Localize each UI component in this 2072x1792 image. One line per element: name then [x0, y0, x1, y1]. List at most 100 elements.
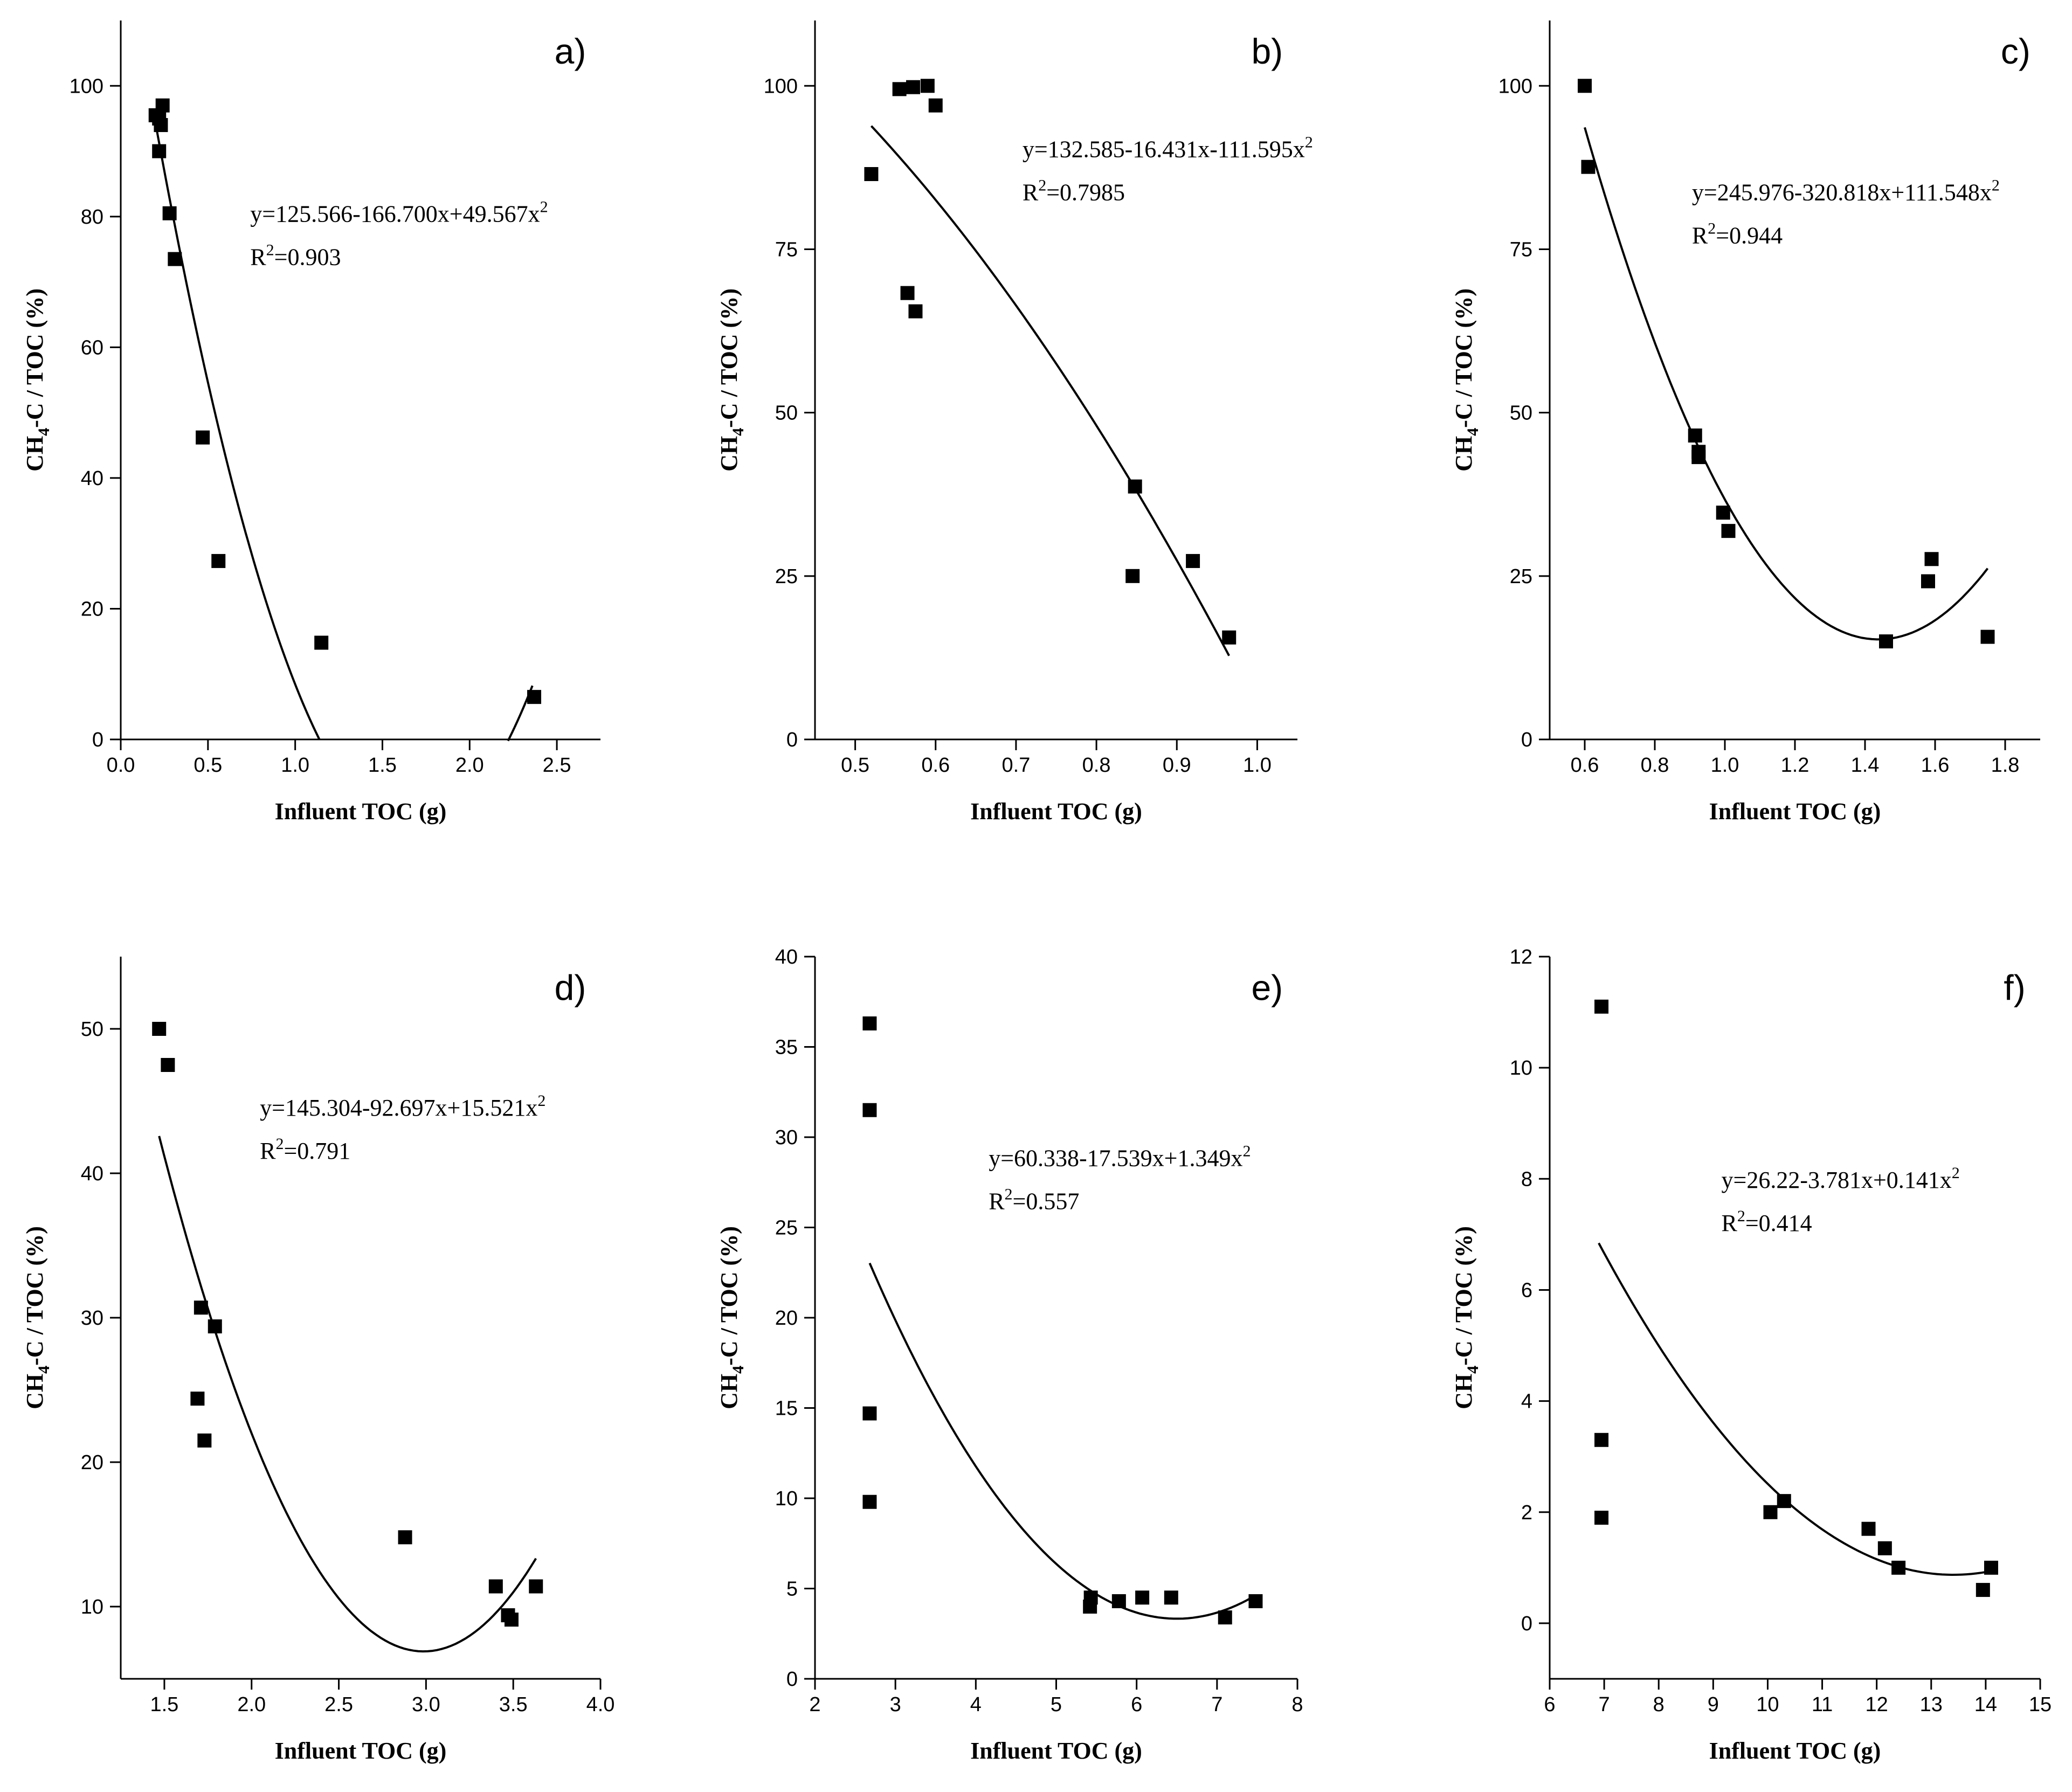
- r-squared: R2=0.414: [1722, 1207, 1812, 1236]
- y-tick-label: 2: [1521, 1502, 1532, 1524]
- y-tick-label: 75: [775, 238, 798, 261]
- chart-panel-a: 0.0 0.5 1.0 1.5 2.0 2.5 0 20 40 60 80 100 Influent T…: [22, 20, 600, 825]
- x-tick-label: 1.2: [1781, 754, 1809, 777]
- fit-equation: y=145.304-92.697x+15.521x2: [260, 1092, 545, 1121]
- data-point: [1111, 1594, 1126, 1608]
- data-point: [197, 1433, 212, 1448]
- fit-curve: [1584, 127, 1989, 641]
- data-point: [161, 1058, 175, 1072]
- x-tick-label: 1.0: [1711, 754, 1739, 777]
- fit-curve: [1598, 1242, 1992, 1576]
- y-tick-label: 12: [1510, 946, 1532, 968]
- y-tick-label: 20: [81, 1451, 103, 1474]
- y-tick-label: 25: [775, 565, 798, 588]
- y-tick-label: 20: [775, 1307, 798, 1330]
- y-axis-title: CH4-C / TOC (%): [1451, 1226, 1482, 1409]
- data-point: [1594, 999, 1609, 1014]
- data-point: [398, 1530, 412, 1545]
- y-tick-label: 8: [1521, 1168, 1532, 1191]
- x-tick-label: 0.6: [921, 754, 950, 777]
- y-tick-label: 25: [1510, 565, 1532, 588]
- data-point: [1691, 445, 1706, 459]
- data-point: [862, 1495, 877, 1509]
- x-tick-label: 0.7: [1002, 754, 1031, 777]
- data-point: [1594, 1433, 1609, 1447]
- data-point: [1186, 553, 1200, 568]
- fit-equation: y=26.22-3.781x+0.141x2: [1722, 1164, 1960, 1193]
- chart-panel-b: 0.5 0.6 0.7 0.8 0.9 1.0 0 25 50 75 100 Influent TOC…: [716, 20, 1313, 825]
- x-tick-label: 12: [1866, 1693, 1888, 1716]
- x-tick-label: 1.5: [368, 754, 397, 777]
- data-point: [1218, 1610, 1232, 1625]
- x-tick-label: 11: [1812, 1693, 1833, 1716]
- x-tick-label: 10: [1756, 1693, 1779, 1716]
- x-tick-label: 4: [970, 1693, 982, 1716]
- data-point: [1877, 1541, 1892, 1555]
- y-tick-label: 50: [81, 1018, 103, 1041]
- data-point: [162, 206, 177, 220]
- data-point: [196, 430, 210, 445]
- y-tick-label: 10: [1510, 1057, 1532, 1080]
- x-tick-label: 2.5: [543, 754, 571, 777]
- y-tick-label: 60: [81, 336, 103, 359]
- data-point: [211, 553, 226, 568]
- data-point: [1716, 506, 1730, 520]
- panel-label: c): [2001, 31, 2030, 71]
- x-tick-label: 9: [1708, 1693, 1719, 1716]
- data-point: [1976, 1583, 1990, 1597]
- r-squared: R2=0.557: [989, 1186, 1079, 1215]
- data-point: [1984, 1560, 1998, 1575]
- data-point: [152, 1022, 167, 1036]
- data-point: [1135, 1590, 1150, 1605]
- data-point: [1879, 634, 1893, 649]
- x-axis-title: Influent TOC (g): [275, 1738, 447, 1764]
- data-point: [529, 1579, 543, 1594]
- y-axis-title: CH4-C / TOC (%): [716, 288, 747, 472]
- fit-curve: [158, 1136, 537, 1653]
- x-axis-title: Influent TOC (g): [1709, 1738, 1881, 1764]
- x-tick-label: 1.4: [1851, 754, 1880, 777]
- fit-equation: y=132.585-16.431x-111.595x2: [1023, 133, 1313, 162]
- r-squared: R2=0.7985: [1023, 176, 1125, 205]
- y-tick-label: 6: [1521, 1279, 1532, 1302]
- r-squared: R2=0.903: [250, 241, 341, 271]
- fit-equation: y=60.338-17.539x+1.349x2: [989, 1143, 1251, 1172]
- panel-label: a): [555, 31, 586, 71]
- panel-label: d): [555, 967, 586, 1007]
- data-point: [892, 82, 907, 96]
- y-axis-title: CH4-C / TOC (%): [22, 1226, 53, 1409]
- x-tick-label: 2.0: [455, 754, 484, 777]
- y-tick-label: 4: [1521, 1390, 1532, 1413]
- data-point: [1861, 1521, 1876, 1536]
- r-squared: R2=0.791: [260, 1135, 350, 1164]
- x-tick-label: 1.0: [281, 754, 309, 777]
- y-tick-label: 100: [764, 75, 798, 98]
- panel-label: f): [2004, 967, 2025, 1007]
- r-squared: R2=0.944: [1692, 220, 1783, 249]
- x-tick-label: 2.5: [324, 1693, 353, 1716]
- x-tick-label: 1.5: [150, 1693, 178, 1716]
- y-tick-label: 35: [775, 1036, 798, 1059]
- y-tick-label: 15: [775, 1397, 798, 1420]
- x-tick-label: 3: [890, 1693, 901, 1716]
- data-point: [208, 1319, 222, 1334]
- data-point: [1222, 630, 1237, 645]
- data-point: [862, 1406, 877, 1421]
- x-tick-label: 3.0: [412, 1693, 440, 1716]
- data-point: [1581, 160, 1596, 174]
- y-tick-label: 100: [70, 75, 103, 98]
- data-point: [1083, 1590, 1098, 1605]
- data-point: [1924, 552, 1939, 566]
- chart-panel-c: 0.6 0.8 1.0 1.2 1.4 1.6 1.8 0 25 50 75 100 Influent …: [1451, 20, 2040, 825]
- fit-curve: [868, 1262, 1256, 1620]
- y-tick-label: 40: [81, 467, 103, 490]
- data-point: [154, 118, 168, 133]
- fit-curve: [870, 125, 1230, 656]
- data-point: [190, 1392, 205, 1406]
- data-point: [920, 79, 935, 93]
- data-point: [862, 1016, 877, 1030]
- data-point: [862, 1103, 877, 1117]
- panel-label: b): [1251, 31, 1283, 71]
- x-tick-label: 3.5: [499, 1693, 528, 1716]
